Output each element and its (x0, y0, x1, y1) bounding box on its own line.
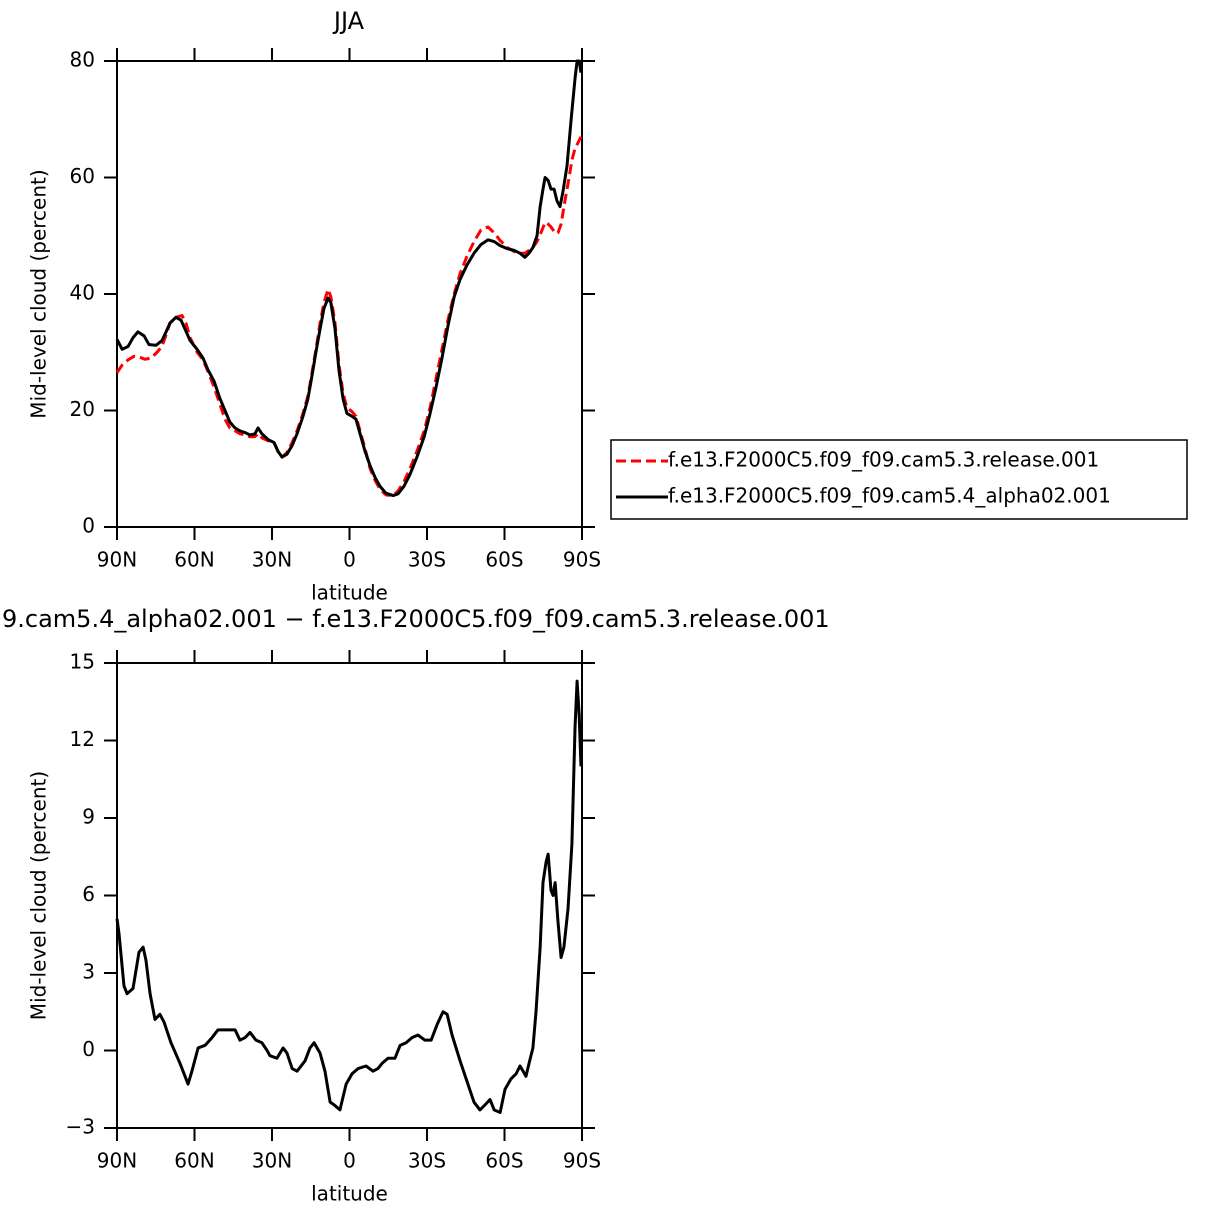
x-tick-label: 90S (563, 548, 601, 572)
legend-label: f.e13.F2000C5.f09_f09.cam5.3.release.001 (668, 448, 1099, 472)
x-tick-label: 60N (174, 1149, 214, 1173)
legend-box (610, 439, 1188, 520)
y-tick-label: 0 (82, 1037, 95, 1061)
x-axis-label: latitude (311, 1182, 388, 1206)
y-tick-label: 15 (70, 650, 95, 674)
x-tick-label: 60S (485, 548, 523, 572)
y-tick-label: 20 (70, 397, 95, 421)
data-line (115, 679, 583, 1114)
x-tick-label: 60S (485, 1149, 523, 1173)
x-tick-label: 30S (408, 548, 446, 572)
y-axis-label: Mid-level cloud (percent) (27, 169, 51, 418)
data-line (115, 136, 583, 498)
chart-title: JJA (332, 7, 365, 35)
x-tick-label: 90N (97, 548, 137, 572)
y-tick-label: 6 (82, 882, 95, 906)
y-tick-label: 12 (70, 727, 95, 751)
y-tick-label: 3 (82, 960, 95, 984)
plot-frame (116, 60, 583, 528)
x-tick-label: 90S (563, 1149, 601, 1173)
x-tick-label: 0 (343, 1149, 356, 1173)
x-tick-label: 30N (252, 1149, 292, 1173)
y-tick-label: 80 (70, 48, 95, 72)
x-tick-label: 90N (97, 1149, 137, 1173)
x-axis-label: latitude (311, 581, 388, 605)
y-tick-label: −3 (66, 1115, 95, 1139)
plot-frame (116, 662, 583, 1129)
x-tick-label: 60N (174, 548, 214, 572)
y-tick-label: 40 (70, 281, 95, 305)
chart-title: 9.cam5.4_alpha02.001 − f.e13.F2000C5.f09… (2, 605, 830, 633)
data-line (115, 59, 583, 498)
y-axis-label: Mid-level cloud (percent) (27, 771, 51, 1020)
x-tick-label: 30N (252, 548, 292, 572)
x-tick-label: 30S (408, 1149, 446, 1173)
x-tick-label: 0 (343, 548, 356, 572)
legend-label: f.e13.F2000C5.f09_f09.cam5.4_alpha02.001 (668, 484, 1111, 508)
y-tick-label: 9 (82, 805, 95, 829)
y-tick-label: 60 (70, 164, 95, 188)
y-tick-label: 0 (82, 514, 95, 538)
